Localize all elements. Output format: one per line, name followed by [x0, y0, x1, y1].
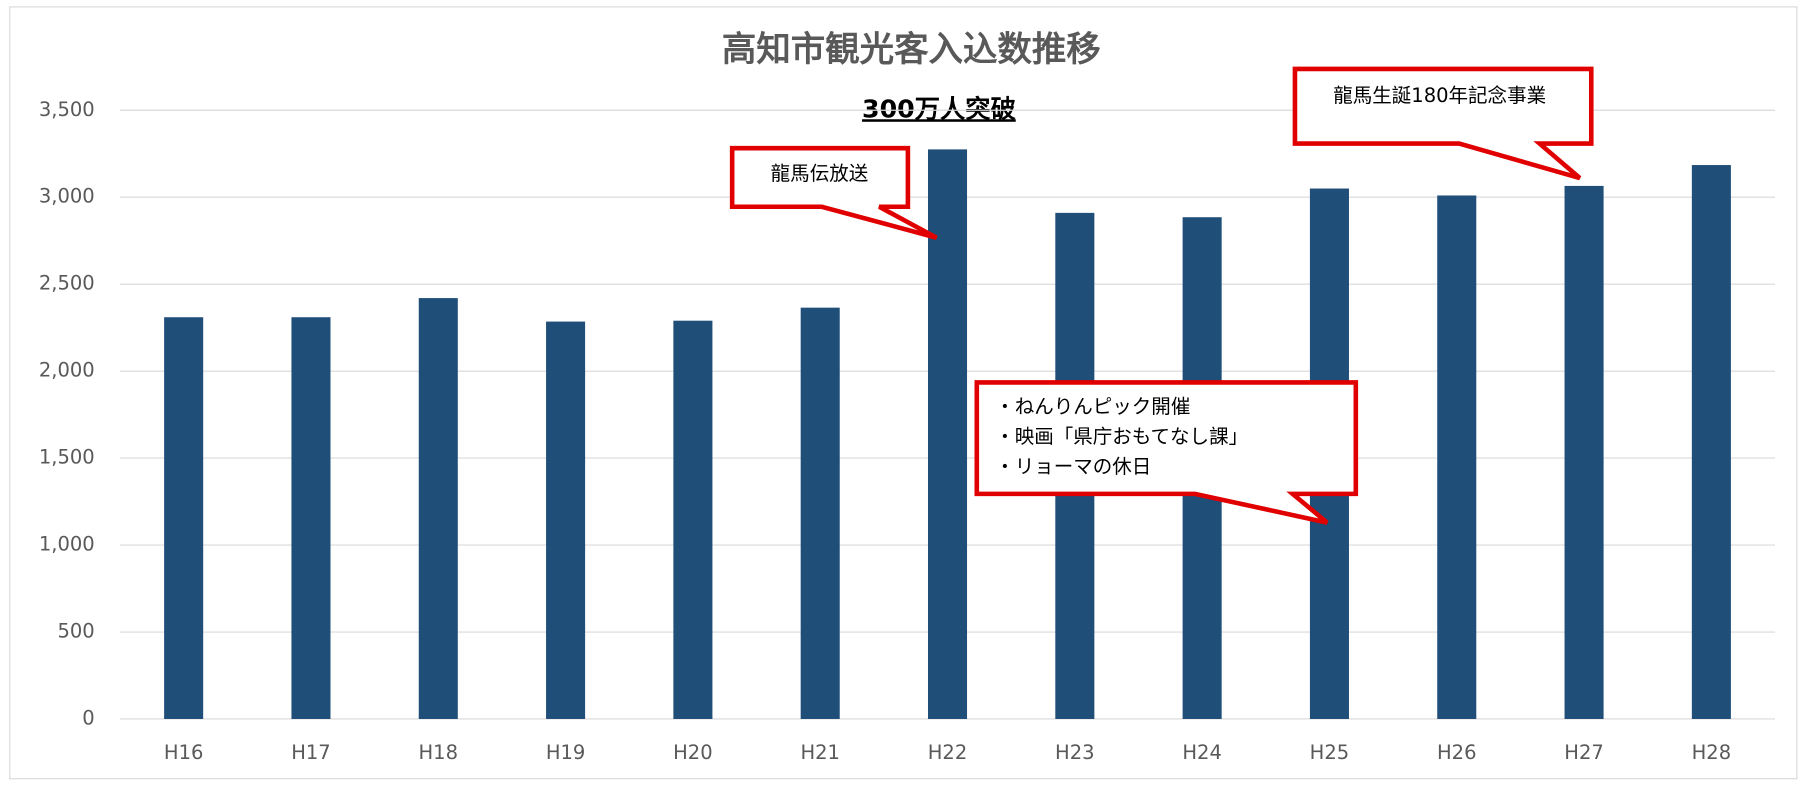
- y-tick-label: 2,000: [39, 359, 95, 382]
- callout: [1292, 66, 1594, 181]
- x-tick-label: H19: [546, 741, 586, 764]
- bar: [927, 149, 968, 719]
- x-tick-label: H22: [928, 741, 968, 764]
- x-tick-label: H17: [291, 741, 331, 764]
- bar: [164, 317, 204, 719]
- x-tick-label: H16: [164, 741, 204, 764]
- x-tick-label: H26: [1437, 741, 1477, 764]
- y-tick-label: 1,500: [39, 446, 95, 469]
- x-tick-label: H20: [673, 741, 713, 764]
- bar: [546, 321, 586, 719]
- y-tick-label: 3,000: [39, 185, 95, 208]
- x-tick-label: H23: [1055, 741, 1095, 764]
- bar: [1564, 185, 1604, 719]
- x-tick-label: H25: [1310, 741, 1350, 764]
- annotation-text: ・映画「県庁おもてなし課」: [995, 425, 1248, 448]
- x-tick-label: H21: [800, 741, 840, 764]
- annotation-text: ・リョーマの休日: [995, 455, 1151, 478]
- annotation-text: ・ねんりんピック開催: [995, 395, 1190, 418]
- x-tick-label: H18: [419, 741, 459, 764]
- y-tick-label: 0: [82, 706, 94, 729]
- annotation-text: 龍馬生誕180年記念事業: [1333, 84, 1546, 107]
- callout: [729, 145, 938, 240]
- bar: [291, 317, 331, 719]
- y-tick-label: 3,500: [39, 98, 95, 121]
- x-tick-label: H27: [1564, 741, 1604, 764]
- bar: [673, 320, 713, 719]
- x-tick-label: H24: [1182, 741, 1222, 764]
- bar: [1691, 165, 1731, 719]
- y-tick-label: 1,000: [39, 533, 95, 556]
- x-tick-label: H28: [1692, 741, 1732, 764]
- bar: [1437, 195, 1477, 719]
- annotation-text: 龍馬伝放送: [771, 162, 869, 185]
- callout: [974, 380, 1359, 525]
- y-tick-label: 500: [57, 620, 94, 643]
- bar: [418, 298, 458, 719]
- subtitle: 300万人突破: [862, 94, 1016, 123]
- y-tick-label: 2,500: [39, 272, 95, 295]
- bar: [800, 307, 840, 719]
- chart-title: 高知市観光客入込数推移: [722, 30, 1101, 70]
